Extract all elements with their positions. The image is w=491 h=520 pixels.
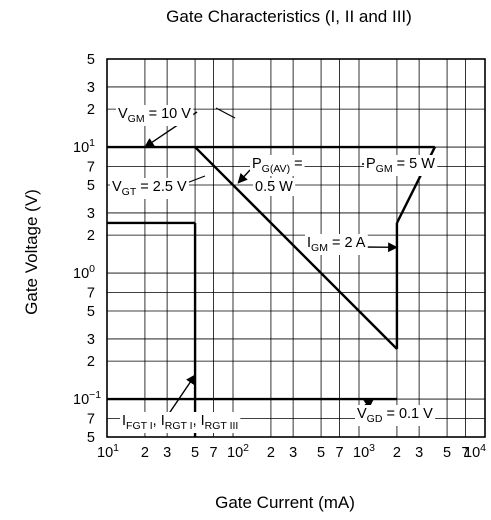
annotation-leaders — [144, 107, 423, 416]
annotation-arrow — [167, 374, 196, 416]
y-tick-label: 10−1 — [73, 389, 101, 408]
plot-frame — [106, 58, 486, 438]
y-tick-label: 5 — [87, 178, 95, 194]
annotation-text: IFGT I, IRGT I, IRGT III — [122, 413, 238, 432]
y-tick-label: 3 — [87, 332, 95, 348]
y-tick-label: 5 — [87, 430, 95, 446]
x-tick-label: 104 — [464, 442, 486, 461]
y-tick-label: 2 — [87, 102, 95, 118]
x-tick-label: 103 — [353, 442, 375, 461]
annotation-text: PGM = 5 W — [366, 156, 435, 175]
annotation-backing — [355, 405, 436, 426]
annotation-text: PG(AV) = — [252, 156, 303, 175]
annotation-labels: VGM = 10 V PG(AV) = 0.5 W PGM = 5 W VGT = 2.… — [110, 105, 438, 433]
annotation-vgt: VGT = 2.5 V — [110, 178, 189, 199]
annotation-backing — [305, 234, 368, 255]
annotation-text: 0.5 W — [255, 179, 293, 195]
x-tick-label: 102 — [227, 442, 249, 461]
annotation-text: VGT = 2.5 V — [112, 179, 187, 198]
x-tick-label: 2 — [141, 445, 149, 461]
x-axis-label: Gate Current (mA) — [215, 493, 355, 512]
annotation-backing — [250, 155, 305, 176]
y-tick-label: 5 — [87, 304, 95, 320]
y-axis-label: Gate Voltage (V) — [22, 189, 41, 315]
y-tick-labels: 5 7 10−1 2 3 5 7 100 2 3 5 7 101 2 3 5 — [73, 52, 101, 446]
y-tick-label: 3 — [87, 80, 95, 96]
x-tick-label: 3 — [289, 445, 297, 461]
chart-title: Gate Characteristics (I, II and III) — [166, 7, 412, 26]
x-tick-label: 3 — [415, 445, 423, 461]
annotation-backing — [120, 412, 241, 433]
x-tick-label: 5 — [317, 445, 325, 461]
x-tick-label: 7 — [335, 445, 343, 461]
annotation-pgm: PGM = 5 W — [364, 155, 438, 176]
annotation-pgav1: PG(AV) = — [250, 155, 305, 176]
annotation-vgd: VGD = 0.1 V — [355, 405, 436, 426]
annotation-arrow — [237, 169, 251, 184]
y-tick-label: 2 — [87, 228, 95, 244]
annotation-backing — [253, 178, 296, 196]
x-tick-label: 2 — [267, 445, 275, 461]
annotation-vgm: VGM = 10 V — [116, 105, 194, 126]
annotation-ifgt: IFGT I, IRGT I, IRGT III — [120, 412, 241, 433]
x-tick-label: 7 — [461, 445, 469, 461]
data-lines — [107, 145, 436, 437]
y-tick-label: 101 — [73, 137, 95, 156]
annotation-text: VGD = 0.1 V — [357, 406, 433, 425]
y-tick-label: 5 — [87, 52, 95, 68]
annotation-text: VGM = 10 V — [118, 106, 191, 125]
annotation-igm: IGM = 2 A — [305, 234, 368, 255]
y-tick-label: 7 — [87, 412, 95, 428]
y-tick-label: 7 — [87, 286, 95, 302]
y-tick-label: 100 — [73, 263, 95, 282]
x-tick-label: 7 — [209, 445, 217, 461]
annotation-leader — [215, 107, 236, 119]
annotation-backing — [110, 178, 189, 199]
annotation-text: IGM = 2 A — [307, 235, 366, 254]
x-tick-label: 5 — [443, 445, 451, 461]
x-tick-label: 101 — [97, 442, 119, 461]
y-tick-label: 2 — [87, 354, 95, 370]
annotation-pgav2: 0.5 W — [253, 178, 296, 196]
x-tick-label: 3 — [163, 445, 171, 461]
x-tick-label: 5 — [191, 445, 199, 461]
annotation-backing — [116, 105, 194, 126]
x-tick-label: 2 — [393, 445, 401, 461]
y-tick-label: 3 — [87, 206, 95, 222]
series-line — [194, 146, 398, 350]
y-tick-label: 7 — [87, 160, 95, 176]
annotation-backing — [364, 155, 438, 176]
